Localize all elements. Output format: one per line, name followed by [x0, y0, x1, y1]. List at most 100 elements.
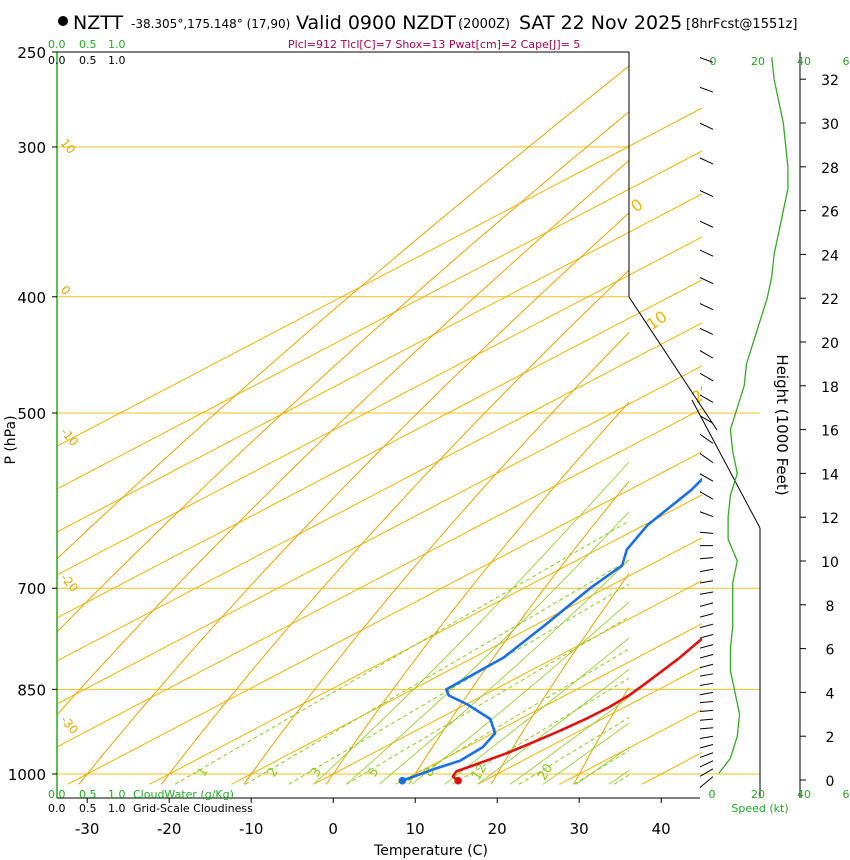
isotherm--70 — [57, 279, 702, 619]
wind-barb-12 — [700, 673, 714, 677]
x-tick-label--30: -30 — [75, 820, 100, 838]
wind-barb-staff-27 — [700, 491, 714, 500]
speed-bottom-0: 0 — [709, 788, 716, 801]
wind-barb-half-24 — [684, 541, 686, 546]
wind-barb-half-25 — [684, 526, 685, 531]
wind-barb-half-38 — [695, 243, 696, 248]
height-tick-label-0: 0 — [826, 774, 835, 790]
moist-adiabat-4 — [346, 511, 629, 785]
wind-barb-flag-5-0 — [681, 733, 686, 741]
wind-barb-44 — [700, 57, 714, 63]
height-tick-label-8: 8 — [826, 599, 835, 615]
mixing-ratio-label-3: 3 — [308, 765, 325, 780]
mixing-ratio-30 — [573, 749, 629, 785]
wind-barb-flag-19-0 — [681, 602, 686, 610]
dry-adiabat--20 — [160, 269, 629, 785]
wind-barb-staff-7 — [700, 718, 714, 721]
wind-barb-8 — [700, 709, 714, 713]
wind-barb-flag-36-1 — [691, 290, 692, 299]
isotherm-10 — [395, 623, 702, 785]
wind-barb-flag-41-0 — [688, 143, 689, 152]
wind-barb-flag-21-0 — [681, 577, 686, 585]
diagonal-frame-lower — [691, 399, 761, 529]
wind-barb-18 — [700, 613, 714, 618]
x-tick-label-30: 30 — [570, 820, 589, 838]
wind-barb-staff-11 — [700, 682, 714, 686]
isotherm-30 — [559, 709, 702, 785]
isotherm-label-0: 0 — [627, 195, 646, 216]
x-axis-title: Temperature (C) — [373, 843, 488, 859]
mixing-ratio-3 — [288, 583, 629, 785]
cloud-scale-bottom-black-1: 0.5 — [79, 802, 97, 815]
cloud-scale-top-black-1: 0.5 — [79, 54, 97, 67]
x-tick-label--10: -10 — [239, 820, 264, 838]
cloud-scale-top-green-2: 1.0 — [108, 38, 126, 51]
moist-adiabat-0 — [313, 461, 629, 785]
wind-barb-staff-20 — [700, 591, 714, 595]
wind-barb-43 — [700, 86, 714, 93]
wind-barb-staff-37 — [700, 276, 714, 285]
zulu-time: (2000Z) — [458, 17, 510, 32]
wind-barb-9 — [700, 700, 714, 704]
wind-barb-28 — [700, 473, 714, 482]
wind-barb-staff-0 — [700, 776, 714, 789]
wind-barb-staff-5 — [700, 735, 714, 740]
wind-barb-flag-38-1 — [691, 237, 692, 246]
isotherm--30 — [67, 451, 702, 785]
wind-barb-flag-35-0 — [688, 313, 689, 322]
dry-adiabat-0 — [325, 401, 629, 785]
wind-barb-half-4 — [687, 746, 690, 750]
moist-adiabat-28 — [542, 722, 629, 785]
dry-adiabat-40 — [656, 31, 850, 785]
wind-barb-2 — [700, 760, 714, 768]
wind-barb-27 — [700, 491, 714, 500]
dry-adiabat-label--20: -20 — [58, 571, 81, 595]
wind-barb-flag-4-0 — [681, 744, 686, 752]
wind-barb-staff-18 — [700, 613, 714, 618]
isotherm--20 — [149, 494, 702, 785]
wind-barb-flag-13-0 — [681, 664, 686, 672]
valid-time: Valid 0900 NZDT — [296, 12, 456, 34]
wind-barb-flag-42-0 — [688, 108, 689, 117]
wind-barb-5 — [681, 733, 714, 741]
wind-barb-staff-23 — [700, 557, 714, 560]
height-tick-label-20: 20 — [821, 336, 839, 352]
speed-bottom-60: 6 — [843, 788, 850, 801]
wind-barb-flag-22-0 — [681, 566, 686, 574]
mixing-ratio-label-1: 1 — [195, 765, 212, 780]
wind-barb-36 — [691, 290, 714, 311]
wind-barb-staff-44 — [700, 57, 714, 63]
wind-barb-20 — [700, 591, 714, 595]
wind-barb-37 — [700, 276, 714, 285]
wind-barb-21 — [681, 577, 714, 585]
cloud-scale-bottom-green-1: 0.5 — [79, 788, 97, 801]
wind-barb-17 — [681, 623, 714, 632]
wind-barb-32 — [700, 394, 714, 403]
wind-barb-staff-22 — [700, 568, 714, 573]
wind-barb-staff-41 — [700, 157, 714, 165]
cloud-scale-top-black-2: 1.0 — [108, 54, 126, 67]
moist-adiabat-lines — [313, 461, 629, 785]
height-tick-label-10: 10 — [821, 555, 839, 571]
dry-adiabat-label-10: 10 — [58, 136, 79, 157]
wind-barb-staff-14 — [700, 654, 714, 659]
speed-axis-title: Speed (kt) — [731, 802, 788, 815]
pressure-axis-ticks: 1000 850 700 500 400 300 250 — [8, 44, 57, 784]
moist-adiabat-24 — [510, 696, 629, 785]
cloud-scale-bottom: 0.0 0.5 1.0 CloudWater (g/Kg) 0.0 0.5 1.… — [48, 788, 253, 815]
height-tick-label-16: 16 — [821, 424, 839, 440]
wind-barb-staff-15 — [700, 644, 714, 649]
dry-adiabat-30 — [573, 686, 629, 785]
speed-top-20: 20 — [751, 55, 765, 68]
cloud-scale-top-green-1: 0.5 — [79, 38, 97, 51]
cloud-scale-bottom-green-0: 0.0 — [48, 788, 66, 801]
wind-barb-flag-17-0 — [681, 624, 686, 632]
wind-barb-staff-12 — [700, 673, 714, 677]
moist-adiabat-8 — [378, 559, 629, 785]
wind-barb-staff-25 — [700, 531, 714, 534]
mixing-ratio-40 — [613, 774, 629, 785]
